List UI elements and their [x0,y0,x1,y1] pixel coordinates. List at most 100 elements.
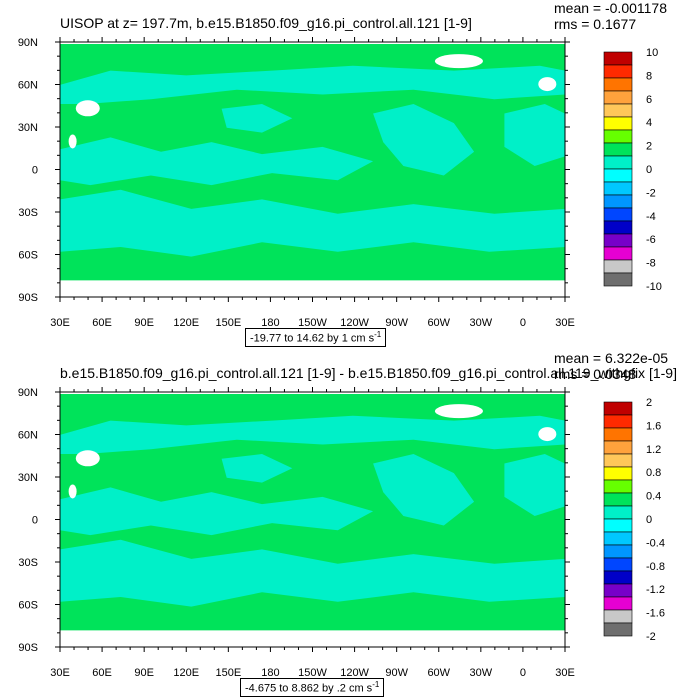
colorbar-swatch [603,77,633,92]
colorbar-swatch [603,427,633,442]
colorbar-label: -10 [646,281,662,293]
colorbar-label: 0 [646,514,652,526]
colorbar-swatch [603,207,633,222]
lat-tick-label: 90S [18,292,38,304]
lon-tick-label: 90W [385,317,408,329]
lon-tick-label: 150W [298,317,327,329]
lat-tick-label: 60N [18,430,38,442]
contour-info-text: -4.675 to 8.862 by .2 cm s [245,682,373,695]
lat-tick-label: 30N [18,472,38,484]
colorbar-swatch [603,194,633,209]
colorbar-swatch [603,570,633,585]
lon-tick-label: 150E [215,317,241,329]
ocean-contour-region [221,454,293,483]
colorbar-swatch [603,116,633,131]
colorbar-swatch [603,492,633,507]
lon-tick-label: 0 [520,317,526,329]
colorbar-swatch [603,583,633,598]
ocean-contour-region [60,539,565,607]
land-region [434,404,483,419]
land-region [434,54,483,69]
lon-tick-label: 90E [134,667,154,679]
colorbar-label: -8 [646,258,656,270]
colorbar-swatch [603,90,633,105]
land-region [68,134,77,149]
colorbar-swatch [603,155,633,170]
colorbar-label: 0 [646,164,652,176]
lat-tick-label: 60S [18,250,38,262]
contour-info-text: -19.77 to 14.62 by 1 cm s [250,332,375,345]
lat-tick-label: 60N [18,80,38,92]
colorbar-swatch [603,453,633,468]
lon-tick-label: 30W [470,317,493,329]
map-panel-bottom: b.e15.B1850.f09_g16.pi_control.all.121 [… [0,350,700,700]
mean-value: mean = 6.322e-05 [554,350,669,366]
ocean-contour-region [373,454,475,526]
colorbar-swatch [603,414,633,429]
ocean-contour-region [504,454,565,516]
lat-tick-label: 90N [18,37,38,49]
lon-tick-label: 120E [173,317,199,329]
lat-tick-label: 90N [18,387,38,399]
map-plot: 30E 60E 90E 120E 150E 180 150W 120W 90W 60W 30W 0 30… [18,387,665,679]
lon-tick-label: 60W [427,317,450,329]
colorbar-swatch [603,440,633,455]
colorbar-swatch [603,51,633,66]
colorbar-swatch [603,103,633,118]
land-region [68,484,77,499]
lon-tick-label: 150E [215,667,241,679]
land-region [60,280,565,297]
colorbar-swatch [603,479,633,494]
unit-exponent: -1 [374,330,382,339]
contour-info-box: -19.77 to 14.62 by 1 cm s-1 [245,328,387,347]
lat-tick-label: 30S [18,557,38,569]
land-region [538,427,557,442]
colorbar-swatch [603,401,633,416]
land-region [75,450,100,467]
colorbar-swatch [603,246,633,261]
map-plot: 30E 60E 90E 120E 150E 180 150W 120W 90W 60W 30W 0 30… [18,37,662,329]
colorbar-swatch [603,557,633,572]
lon-tick-label: 120W [340,317,369,329]
land-region [60,42,565,44]
colorbar-swatch [603,466,633,481]
colorbar-label: 0.4 [646,491,661,503]
colorbar-swatch [603,181,633,196]
lon-tick-label: 90E [134,317,154,329]
colorbar-label: -2 [646,631,656,643]
lat-tick-label: 0 [32,515,38,527]
lon-tick-label: 60W [427,667,450,679]
colorbar-label: 6 [646,94,652,106]
lat-tick-label: 60S [18,600,38,612]
lat-tick-label: 30S [18,207,38,219]
colorbar-swatch [603,259,633,274]
lon-tick-label: 150W [298,667,327,679]
colorbar-swatch [603,518,633,533]
lon-tick-label: 60E [92,667,112,679]
lon-tick-label: 120W [340,667,369,679]
lon-tick-label: 180 [261,317,279,329]
colorbar-swatch [603,64,633,79]
ocean-contour-region [60,415,565,454]
colorbar-label: 1.2 [646,444,661,456]
lat-tick-label: 90S [18,642,38,654]
colorbar-swatch [603,544,633,559]
lat-tick-label: 30N [18,122,38,134]
colorbar-swatch [603,220,633,235]
land-region [60,630,565,647]
ocean-contour-region [60,487,374,536]
ocean-contour-region [60,65,565,104]
colorbar-label: 0.8 [646,467,661,479]
lon-tick-label: 30E [50,667,70,679]
lon-tick-label: 60E [92,317,112,329]
lon-tick-label: 30E [555,317,575,329]
colorbar-label: 2 [646,141,652,153]
colorbar-label: -2 [646,187,656,199]
lon-tick-label: 30E [555,667,575,679]
colorbar-label: 4 [646,117,652,129]
colorbar-swatch [603,233,633,248]
ocean-contour-region [221,104,293,133]
map-panel-top: UISOP at z= 197.7m, b.e15.B1850.f09_g16.… [18,0,667,347]
lon-tick-label: 30W [470,667,493,679]
colorbar-label: -4 [646,211,656,223]
